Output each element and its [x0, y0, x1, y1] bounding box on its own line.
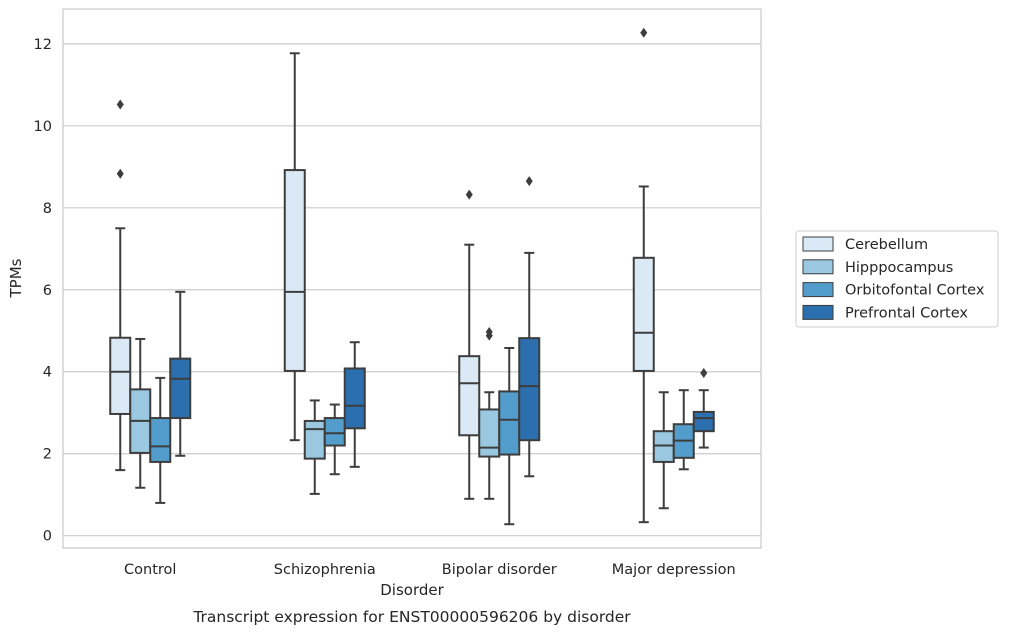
- outlier-point: [700, 367, 708, 378]
- y-tick-label: 12: [34, 37, 52, 53]
- box-cerebellum: [283, 52, 306, 442]
- legend-label: Cerebellum: [845, 237, 928, 253]
- box-orbitofontal-cortex: [323, 403, 346, 476]
- box-cerebellum: [109, 99, 132, 472]
- legend-swatch: [802, 236, 834, 252]
- legend-label: Orbitofontal Cortex: [845, 283, 985, 299]
- x-axis-label: Disorder: [380, 581, 444, 599]
- x-tick-label: Schizophrenia: [274, 562, 376, 578]
- box-hipppocampus: [129, 337, 152, 489]
- legend-swatch: [802, 304, 834, 320]
- box-iqr: [458, 355, 481, 437]
- legend-frame: [795, 230, 999, 328]
- outlier-point: [465, 189, 473, 200]
- box-iqr: [283, 169, 306, 372]
- box-cerebellum: [632, 27, 655, 524]
- legend-label: Hipppocampus: [845, 260, 953, 276]
- y-tick-label: 2: [43, 447, 52, 463]
- box-iqr: [692, 410, 715, 433]
- box-prefrontal-cortex: [518, 176, 541, 478]
- y-tick-labels: 0 2 4 6 8 10 12: [34, 37, 52, 545]
- legend: Cerebellum Hipppocampus Orbitofontal Corte…: [795, 230, 999, 328]
- box-iqr: [303, 419, 326, 460]
- y-tick-label: 6: [43, 283, 52, 299]
- box-orbitofontal-cortex: [672, 389, 695, 471]
- y-axis-label: TPMs: [7, 258, 25, 298]
- y-tick-label: 4: [43, 365, 52, 381]
- box-hipppocampus: [478, 326, 501, 500]
- box-hipppocampus: [652, 391, 675, 510]
- box-prefrontal-cortex: [343, 341, 366, 468]
- y-tick-label: 0: [43, 529, 52, 545]
- legend-label: Prefrontal Cortex: [845, 305, 968, 321]
- box-prefrontal-cortex: [169, 290, 192, 457]
- box-iqr: [478, 408, 501, 458]
- chart-caption: Transcript expression for ENST0000059620…: [192, 608, 631, 626]
- plot-frame: [62, 8, 762, 549]
- box-layer: [109, 27, 715, 526]
- outlier-point: [116, 168, 124, 179]
- box-iqr: [652, 430, 675, 463]
- outlier-point: [116, 99, 124, 110]
- box-orbitofontal-cortex: [498, 346, 521, 526]
- box-iqr: [498, 390, 521, 456]
- outlier-point: [640, 27, 648, 38]
- x-tick-label: Major depression: [612, 562, 736, 578]
- box-orbitofontal-cortex: [149, 376, 172, 504]
- box-iqr: [323, 417, 346, 447]
- x-tick-label: Bipolar disorder: [442, 562, 557, 578]
- legend-swatch: [802, 259, 834, 275]
- box-iqr: [632, 256, 655, 372]
- outlier-point: [485, 326, 493, 337]
- outlier-point: [525, 176, 533, 187]
- legend-swatch: [802, 282, 834, 298]
- box-iqr: [343, 367, 366, 430]
- box-cerebellum: [458, 189, 481, 500]
- y-tick-label: 8: [43, 201, 52, 217]
- box-hipppocampus: [303, 399, 326, 495]
- box-iqr: [109, 336, 132, 415]
- box-iqr: [518, 337, 541, 442]
- box-prefrontal-cortex: [692, 367, 715, 449]
- x-tick-label: Control: [124, 562, 176, 578]
- y-tick-label: 10: [34, 119, 52, 135]
- box-iqr: [169, 357, 192, 420]
- box-iqr: [149, 417, 172, 463]
- x-tick-labels: Control Schizophrenia Bipolar disorder Majo…: [124, 562, 736, 578]
